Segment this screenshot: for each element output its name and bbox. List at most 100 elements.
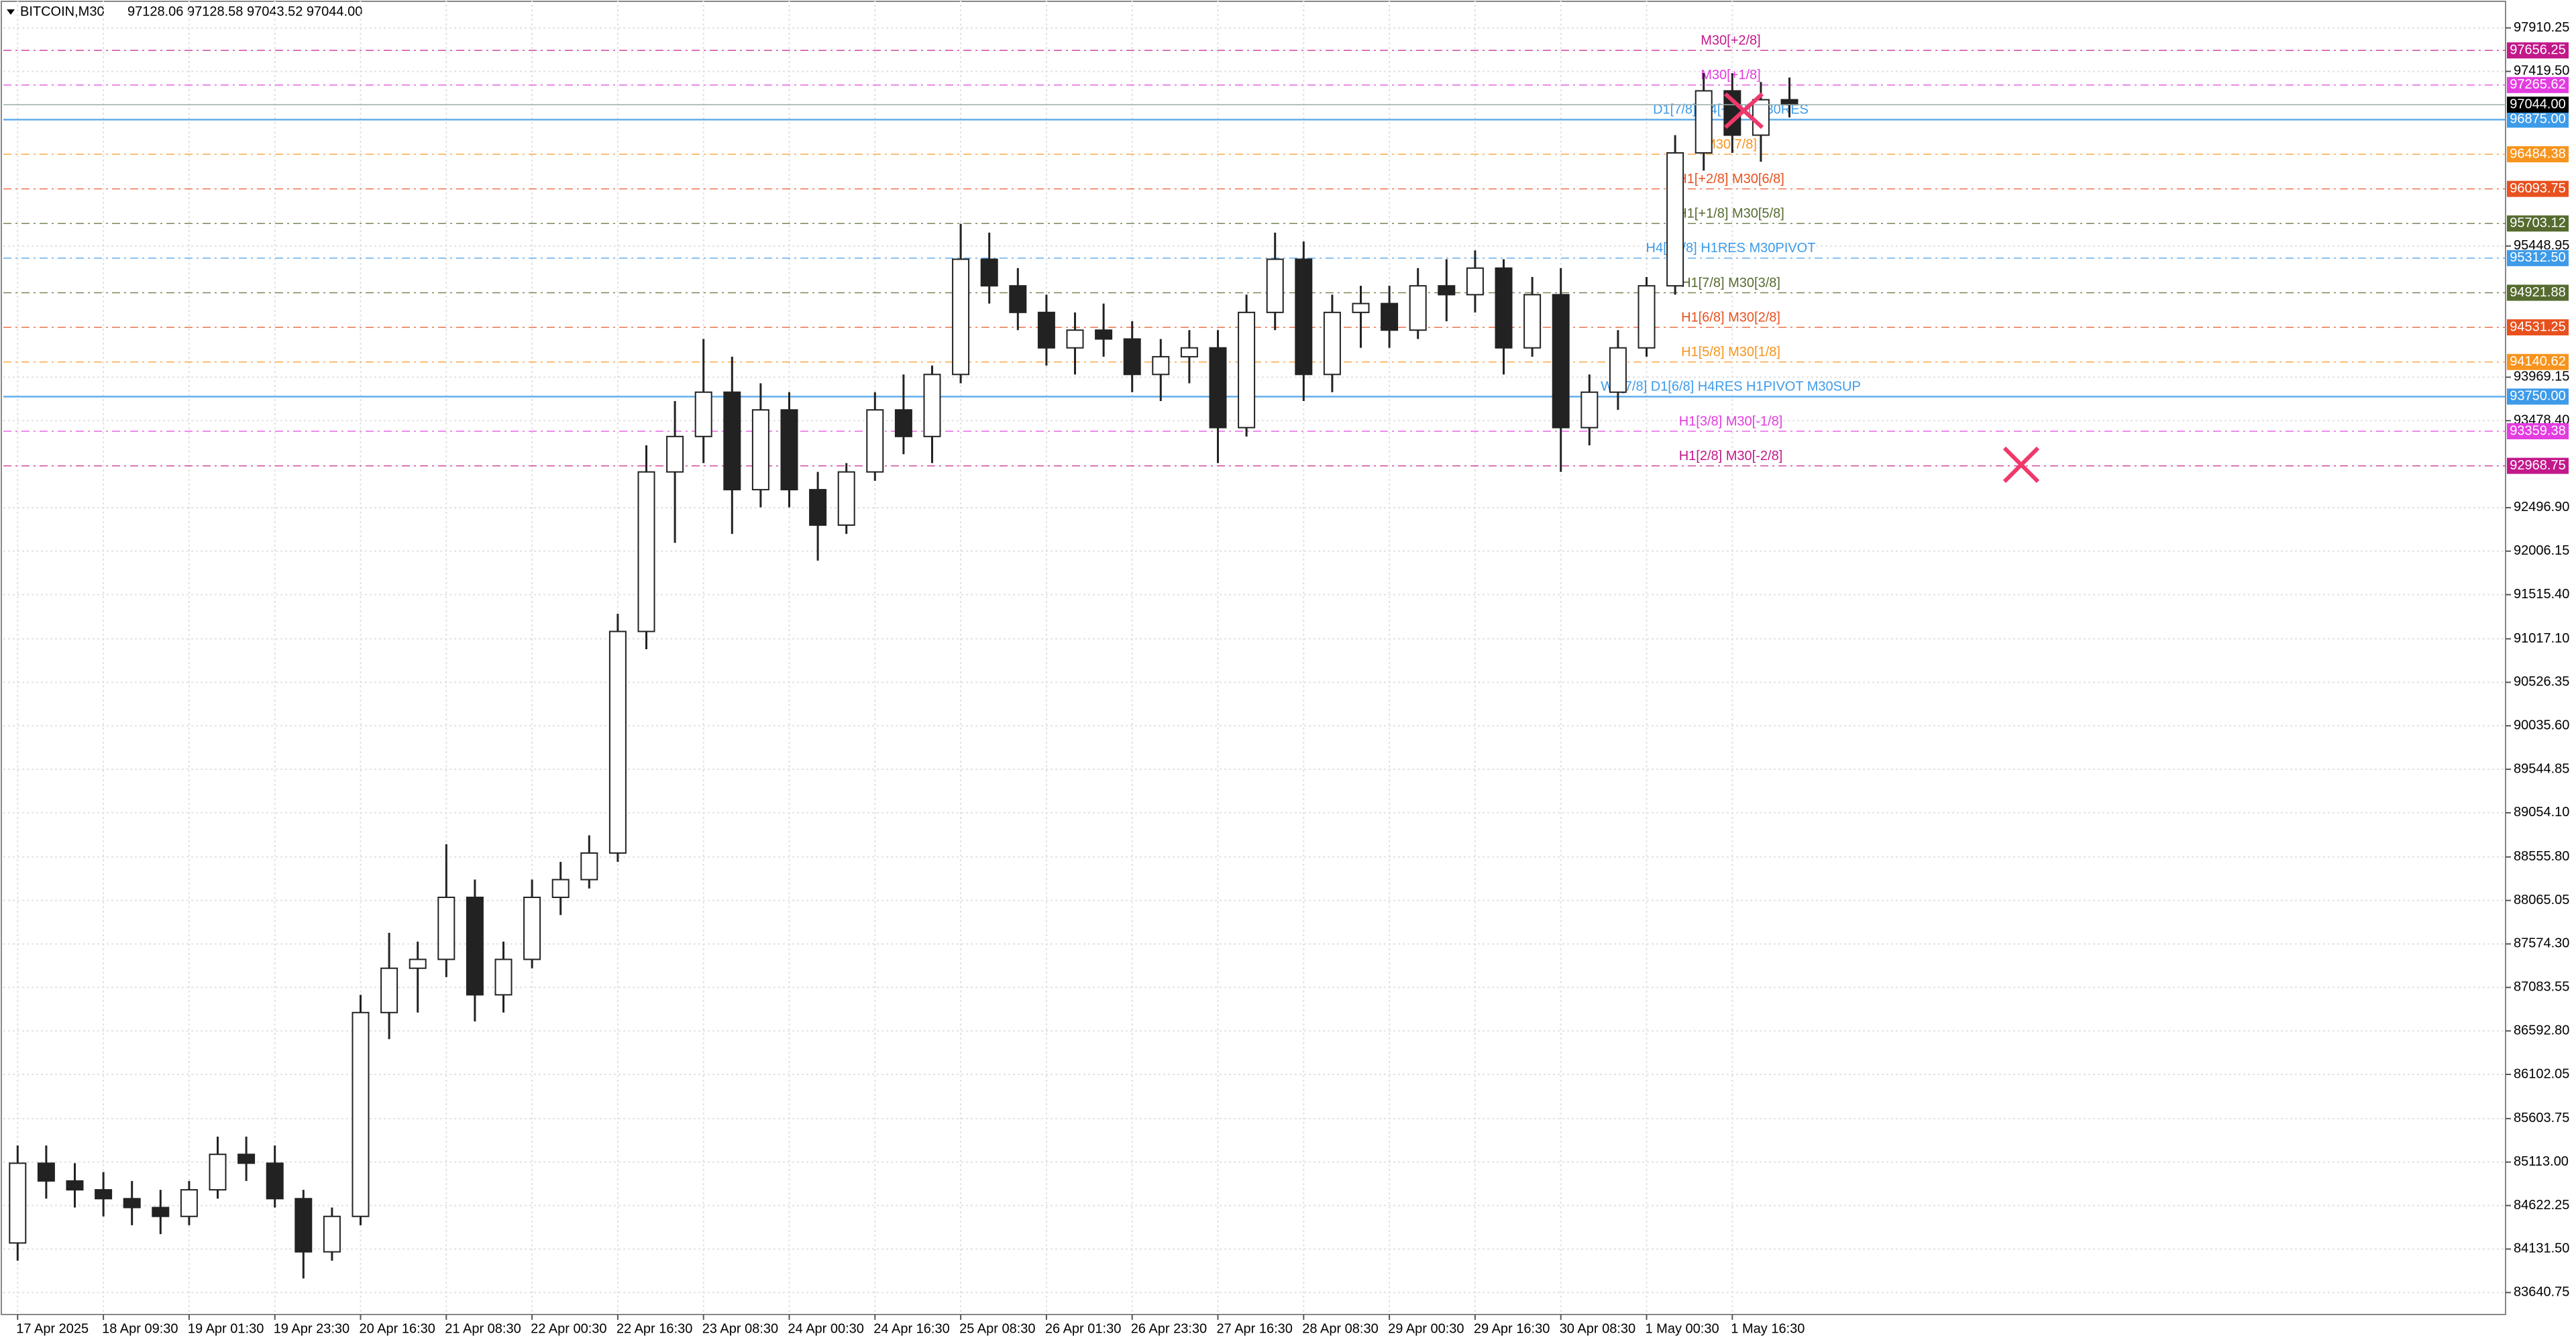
level-text: W1[7/8] D1[6/8] H4RES H1PIVOT M30SUP bbox=[1601, 380, 1861, 394]
candle-body bbox=[466, 896, 484, 996]
x-tick-label: 26 Apr 23:30 bbox=[1131, 1321, 1207, 1336]
x-tick-label: 1 May 00:30 bbox=[1646, 1321, 1719, 1336]
x-tick-label: 27 Apr 16:30 bbox=[1217, 1321, 1293, 1336]
x-tick-label: 20 Apr 16:30 bbox=[360, 1321, 435, 1336]
candle-body bbox=[551, 879, 570, 898]
price-tag-label: 94921.88 bbox=[2510, 285, 2565, 300]
price-tag-label: 94531.25 bbox=[2510, 319, 2565, 334]
candle-body bbox=[809, 489, 827, 526]
price-tag bbox=[2507, 146, 2569, 163]
price-tag bbox=[2507, 215, 2569, 232]
y-tick-label: 95448.95 bbox=[2514, 238, 2569, 253]
price-tag bbox=[2507, 111, 2569, 128]
candle-body bbox=[1466, 267, 1484, 296]
y-tick-label: 87574.30 bbox=[2514, 936, 2569, 951]
candle-body bbox=[780, 409, 798, 491]
x-tick-label: 28 Apr 08:30 bbox=[1302, 1321, 1378, 1336]
candle-body bbox=[1609, 347, 1627, 393]
candle-body bbox=[837, 471, 855, 526]
level-text: H1[3/8] M30[-1/8] bbox=[1679, 414, 1783, 429]
candle-body bbox=[95, 1189, 113, 1200]
candle-body bbox=[1180, 347, 1198, 357]
candle-body bbox=[1552, 294, 1570, 429]
candle-body bbox=[1666, 152, 1684, 287]
y-tick-label: 97910.25 bbox=[2514, 20, 2569, 35]
price-tag-label: 96484.38 bbox=[2510, 146, 2565, 161]
candle-body bbox=[1780, 99, 1799, 106]
level-text: M30[+1/8] bbox=[1701, 68, 1761, 82]
candle-body bbox=[866, 409, 884, 473]
candle-body bbox=[1381, 302, 1399, 331]
y-tick-label: 87083.55 bbox=[2514, 980, 2569, 995]
level-text: H4[+1/8] H1RES M30PIVOT bbox=[1646, 241, 1816, 256]
x-tick-label: 24 Apr 16:30 bbox=[873, 1321, 949, 1336]
candle-body bbox=[1238, 311, 1256, 429]
candle-body bbox=[1638, 285, 1656, 349]
y-tick-label: 89544.85 bbox=[2514, 761, 2569, 776]
y-tick-label: 84622.25 bbox=[2514, 1198, 2569, 1213]
candle-body bbox=[666, 435, 684, 473]
candle-body bbox=[1295, 258, 1313, 376]
candle-body bbox=[1323, 311, 1341, 376]
candle-body bbox=[694, 391, 712, 437]
candle-body bbox=[437, 896, 455, 960]
candle-body bbox=[323, 1215, 341, 1253]
last-price-label: 97044.00 bbox=[2510, 97, 2565, 111]
x-tick-label: 19 Apr 01:30 bbox=[188, 1321, 264, 1336]
price-tag-label: 95703.12 bbox=[2510, 216, 2565, 231]
y-tick-label: 93969.15 bbox=[2514, 370, 2569, 384]
price-tag bbox=[2507, 423, 2569, 439]
candle-body bbox=[637, 471, 655, 632]
candle-body bbox=[409, 958, 427, 969]
price-tag-label: 96093.75 bbox=[2510, 181, 2565, 196]
x-tick-label: 17 Apr 2025 bbox=[16, 1321, 89, 1336]
candle-body bbox=[1409, 285, 1427, 331]
candle-body bbox=[237, 1154, 256, 1164]
candle-body bbox=[266, 1162, 284, 1200]
level-text: H1[5/8] M30[1/8] bbox=[1681, 345, 1780, 359]
last-price-tag bbox=[2507, 97, 2569, 113]
x-tick-label: 21 Apr 08:30 bbox=[445, 1321, 521, 1336]
level-text: M30[+2/8] bbox=[1701, 33, 1761, 48]
candle-body bbox=[352, 1011, 370, 1217]
x-tick-label: 23 Apr 08:30 bbox=[702, 1321, 778, 1336]
price-tag-label: 93750.00 bbox=[2510, 389, 2565, 404]
candle-body bbox=[66, 1180, 84, 1191]
candle-body bbox=[9, 1162, 27, 1244]
candle-body bbox=[1209, 347, 1227, 429]
price-tag-label: 96875.00 bbox=[2510, 112, 2565, 127]
y-tick-label: 97419.50 bbox=[2514, 64, 2569, 78]
candle-body bbox=[37, 1162, 55, 1182]
candle-body bbox=[751, 409, 769, 491]
y-tick-label: 89054.10 bbox=[2514, 805, 2569, 820]
candle-body bbox=[1523, 294, 1542, 349]
price-tag-label: 97656.25 bbox=[2510, 42, 2565, 57]
y-tick-label: 92006.15 bbox=[2514, 543, 2569, 558]
y-tick-label: 84131.50 bbox=[2514, 1241, 2569, 1256]
plot-frame bbox=[1, 1, 2506, 1315]
candle-body bbox=[1495, 267, 1513, 349]
y-tick-label: 86592.80 bbox=[2514, 1023, 2569, 1038]
menu-arrow[interactable] bbox=[7, 9, 15, 15]
candle-body bbox=[723, 391, 741, 491]
plot-layer: 97910.2597419.5095448.9593969.1593478.40… bbox=[3, 0, 2569, 1336]
candle-body bbox=[894, 409, 912, 437]
price-tag-label: 97265.62 bbox=[2510, 77, 2565, 92]
chart-title: BITCOIN,M30 bbox=[20, 4, 105, 19]
level-text: H1[7/8] M30[3/8] bbox=[1681, 276, 1780, 290]
price-tag bbox=[2507, 457, 2569, 474]
candle-body bbox=[209, 1154, 227, 1191]
level-text: M30[7/8] bbox=[1705, 137, 1757, 152]
level-text: H1[2/8] M30[-2/8] bbox=[1679, 449, 1783, 463]
y-tick-label: 85113.00 bbox=[2514, 1154, 2569, 1169]
candle-body bbox=[123, 1198, 141, 1209]
y-tick-label: 91017.10 bbox=[2514, 631, 2569, 646]
x-tick-label: 29 Apr 16:30 bbox=[1474, 1321, 1550, 1336]
x-tick-label: 26 Apr 01:30 bbox=[1045, 1321, 1121, 1336]
quote: 97128.06 97128.58 97043.52 97044.00 bbox=[127, 4, 362, 19]
price-tag bbox=[2507, 180, 2569, 197]
x-tick-label: 24 Apr 00:30 bbox=[788, 1321, 864, 1336]
